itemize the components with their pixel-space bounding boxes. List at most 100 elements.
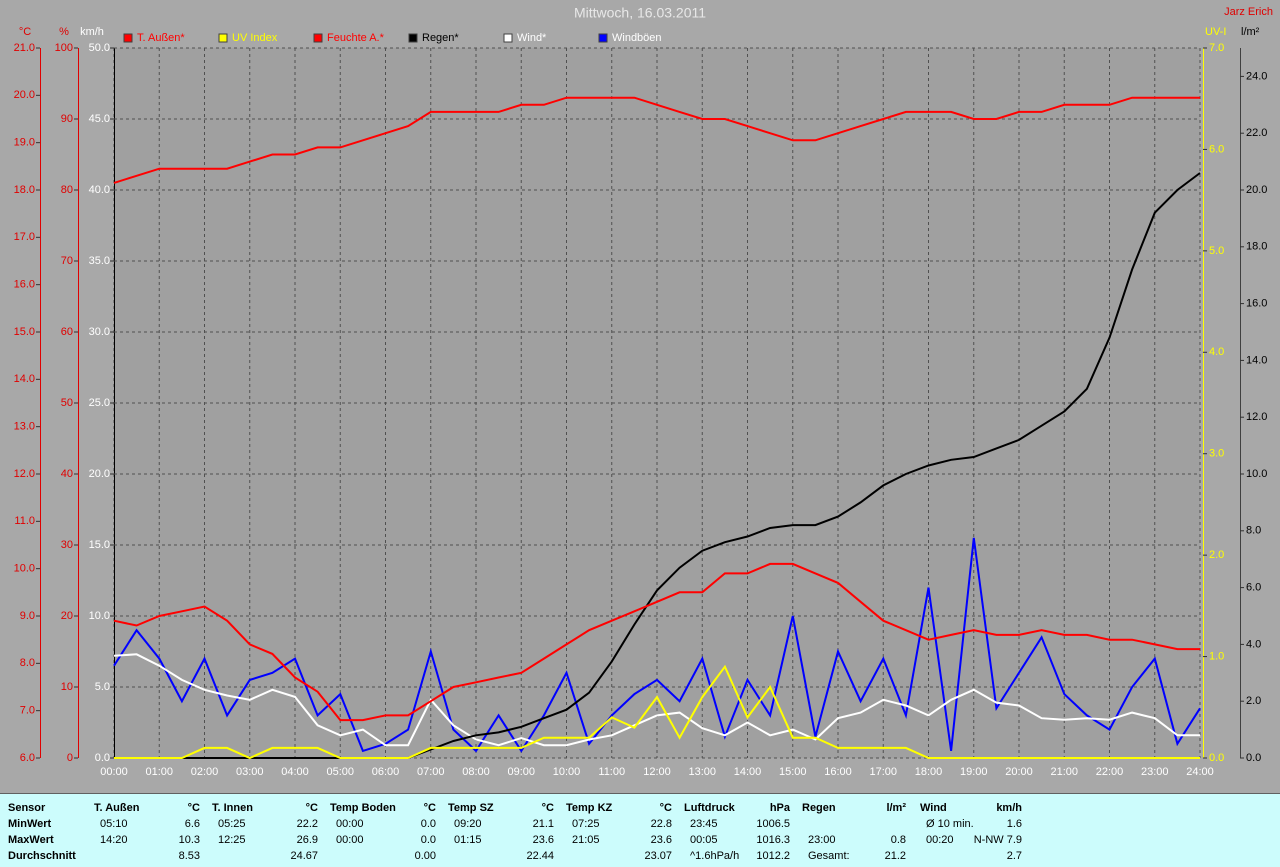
- legend-label: UV Index: [232, 32, 278, 44]
- x-tick-label: 06:00: [372, 766, 400, 778]
- cell-value: 23.6: [533, 834, 554, 846]
- legend-swatch: [503, 33, 513, 43]
- axis-unit: %: [59, 26, 69, 38]
- y-tick-label: 70: [61, 255, 73, 267]
- y-tick-label: 5.0: [95, 681, 110, 693]
- axis-unit: l/m²: [1241, 26, 1260, 38]
- cell-time: 05:10: [100, 818, 128, 830]
- y-tick-label: 16.0: [1246, 298, 1267, 310]
- cell-value: 22.2: [297, 818, 318, 830]
- table-unit: °C: [306, 802, 318, 814]
- legend-swatch: [598, 33, 608, 43]
- x-tick-label: 01:00: [145, 766, 173, 778]
- y-tick-label: 30.0: [89, 326, 110, 338]
- y-tick-label: 0.0: [1246, 752, 1261, 764]
- cell-time: ^1.6hPa/h: [690, 850, 739, 862]
- row-label: Durchschnitt: [8, 850, 76, 862]
- cell-value: 23.07: [644, 850, 672, 862]
- legend-label: Feuchte A.*: [327, 32, 385, 44]
- y-tick-label: 10.0: [1246, 468, 1267, 480]
- y-tick-label: 3.0: [1209, 448, 1224, 460]
- legend-swatch: [218, 33, 228, 43]
- y-tick-label: 8.0: [20, 657, 35, 669]
- y-tick-label: 16.0: [14, 279, 35, 291]
- y-tick-label: 10.0: [14, 563, 35, 575]
- y-tick-label: 12.0: [14, 468, 35, 480]
- cell-time: 12:25: [218, 834, 246, 846]
- y-tick-label: 5.0: [1209, 245, 1224, 257]
- cell-time: 00:05: [690, 834, 718, 846]
- table-header: Sensor: [8, 802, 46, 814]
- y-tick-label: 22.0: [1246, 127, 1267, 139]
- cell-value: 0.8: [891, 834, 906, 846]
- x-tick-label: 02:00: [191, 766, 219, 778]
- y-tick-label: 45.0: [89, 113, 110, 125]
- table-unit: °C: [660, 802, 672, 814]
- y-tick-label: 20.0: [1246, 184, 1267, 196]
- y-tick-label: 0.0: [95, 752, 110, 764]
- y-tick-label: 100: [55, 42, 73, 54]
- y-tick-label: 8.0: [1246, 525, 1261, 537]
- y-tick-label: 10.0: [89, 610, 110, 622]
- y-tick-label: 4.0: [1246, 638, 1261, 650]
- series-line: [113, 562, 1200, 722]
- author: Jarz Erich: [1224, 6, 1273, 18]
- x-tick-label: 11:00: [598, 766, 625, 778]
- y-tick-label: 0.0: [1209, 752, 1224, 764]
- y-tick-label: 18.0: [14, 184, 35, 196]
- y-tick-label: 6.0: [1209, 143, 1224, 155]
- cell-value: 1.6: [1007, 818, 1022, 830]
- x-tick-label: 16:00: [824, 766, 852, 778]
- x-tick-label: 07:00: [417, 766, 445, 778]
- cell-value: 0.0: [421, 818, 436, 830]
- y-tick-label: 24.0: [1246, 70, 1267, 82]
- table-header: Temp SZ: [448, 802, 494, 814]
- y-tick-label: 12.0: [1246, 411, 1267, 423]
- chart-title: Mittwoch, 16.03.2011: [574, 5, 706, 21]
- x-tick-label: 18:00: [915, 766, 943, 778]
- x-tick-label: 09:00: [507, 766, 535, 778]
- y-tick-label: 60: [61, 326, 73, 338]
- y-tick-label: 6.0: [1246, 582, 1261, 594]
- cell-value: 23.6: [651, 834, 672, 846]
- y-tick-label: 15.0: [14, 326, 35, 338]
- table-header: Regen: [802, 802, 836, 814]
- table-unit: l/m²: [886, 802, 906, 814]
- x-tick-label: 00:00: [100, 766, 128, 778]
- x-tick-label: 22:00: [1096, 766, 1124, 778]
- legend-label: Regen*: [422, 32, 459, 44]
- table-unit: km/h: [996, 802, 1022, 814]
- cell-value: 1016.3: [756, 834, 790, 846]
- series-line: [114, 172, 1201, 759]
- cell-time: 14:20: [100, 834, 128, 846]
- y-tick-label: 15.0: [89, 539, 110, 551]
- y-tick-label: 19.0: [14, 137, 35, 149]
- legend-label: Wind*: [517, 32, 547, 44]
- y-tick-label: 20.0: [14, 89, 35, 101]
- y-tick-label: 2.0: [1209, 549, 1224, 561]
- y-tick-label: 80: [61, 184, 73, 196]
- cell-time: 05:25: [218, 818, 246, 830]
- y-tick-label: 10: [61, 681, 73, 693]
- axis-unit: UV-I: [1205, 26, 1226, 38]
- series-line: [113, 537, 1201, 753]
- y-tick-label: 90: [61, 113, 73, 125]
- x-tick-label: 19:00: [960, 766, 988, 778]
- x-tick-label: 10:00: [553, 766, 581, 778]
- x-tick-label: 05:00: [326, 766, 354, 778]
- series-line: [113, 96, 1200, 184]
- y-tick-label: 7.0: [1209, 42, 1224, 54]
- legend-swatch: [123, 33, 133, 43]
- cell-time: 00:00: [336, 818, 364, 830]
- cell-value: 21.1: [533, 818, 554, 830]
- legend-label: Windböen: [612, 32, 662, 44]
- x-tick-label: 04:00: [281, 766, 309, 778]
- table-header: Temp KZ: [566, 802, 613, 814]
- cell-value: 22.8: [651, 818, 672, 830]
- y-tick-label: 7.0: [20, 705, 35, 717]
- legend-swatch: [313, 33, 323, 43]
- row-label: MinWert: [8, 818, 52, 830]
- y-tick-label: 20: [61, 610, 73, 622]
